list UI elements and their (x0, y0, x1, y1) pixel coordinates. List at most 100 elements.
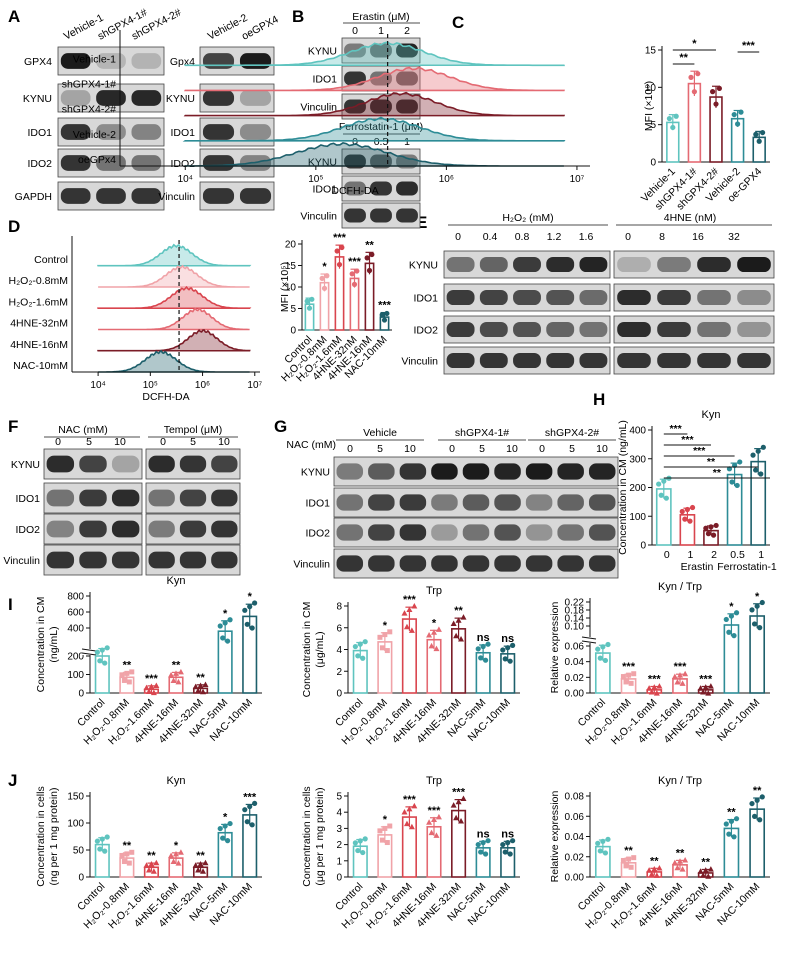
data-point (145, 688, 152, 695)
data-point (500, 841, 506, 848)
data-point (195, 687, 202, 694)
bar-chart-D: 05101520Control*H₂O₂-0.8mM***H₂O₂-1.6mM*… (279, 232, 392, 384)
data-point (355, 847, 361, 854)
significance-label: * (729, 601, 734, 613)
data-point (733, 610, 740, 616)
data-point (384, 648, 390, 654)
data-point (428, 642, 435, 649)
data-point (702, 684, 709, 690)
significance-label: *** (681, 434, 694, 446)
y-tick-label: 0 (290, 326, 296, 337)
blot-panel-g (333, 456, 619, 487)
y-axis-label: Concentration in CM (35, 597, 47, 693)
chart-title: Kyn (702, 409, 721, 421)
data-point (97, 846, 103, 852)
blot-col-label: 0 (625, 231, 631, 243)
blot-band (336, 524, 364, 541)
data-point (339, 244, 345, 251)
data-point (426, 819, 433, 825)
data-point (406, 606, 413, 613)
data-point (760, 444, 766, 450)
significance-label: ns (501, 633, 514, 645)
blot-band (46, 520, 75, 538)
chart-title: Kyn / Trp (658, 775, 702, 787)
data-point (507, 851, 513, 857)
blot-row-label: IDO1 (305, 498, 330, 510)
blot-band (368, 524, 395, 541)
blot-band (211, 551, 238, 569)
data-point (143, 862, 150, 868)
data-point (754, 603, 760, 609)
data-point (749, 800, 755, 807)
blot-panel-e-h2o2 (443, 250, 611, 279)
data-point (351, 281, 358, 287)
bar-chart-H: 0 100 200 300 400 0 1 2 0.5 1 Kyn Concentration in … (617, 409, 777, 573)
y-axis-label: (ng/mL) (48, 626, 60, 662)
blot-title: 4HNE (nM) (664, 212, 717, 224)
blot-band (588, 463, 616, 480)
data-point (646, 867, 653, 873)
data-point (148, 860, 155, 867)
y-tick-label: 0.04 (565, 657, 585, 668)
data-point (401, 808, 408, 815)
y-tick-label: 150 (67, 792, 84, 803)
y-axis-label: Concentration in CM (ng/mL) (617, 420, 629, 555)
blot-col-label: 10 (404, 443, 416, 455)
blot-row-label: Gpx4 (170, 56, 195, 68)
data-point (453, 632, 460, 639)
data-point (450, 620, 457, 626)
blot-row-label: KYNU (301, 467, 330, 479)
data-point (431, 629, 437, 635)
blot-col-label: 32 (728, 231, 740, 243)
blot-band (546, 256, 575, 273)
significance-label: ns (501, 828, 514, 840)
y-tick-label: 0.18 (565, 606, 585, 617)
blot-band (239, 90, 272, 106)
significance-label: * (223, 811, 228, 823)
blot-row-label: IDO2 (27, 158, 52, 170)
data-point (716, 85, 722, 92)
data-point (403, 623, 410, 630)
blot-col-label: 5 (86, 436, 92, 448)
data-point (387, 629, 393, 635)
data-point (682, 670, 689, 677)
blot-row-label: Vinculin (158, 191, 195, 203)
data-point (366, 267, 373, 274)
data-point (148, 683, 155, 690)
y-tick-label: 0.00 (565, 873, 585, 884)
blot-band (202, 188, 235, 204)
data-point (759, 794, 765, 800)
bar-chart-J-Trp: 012345Control*H₂O₂-0.8mM***H₂O₂-1.6mM***… (301, 775, 520, 931)
y-axis-label: MFI (×10⁵) (643, 81, 655, 131)
data-point (759, 599, 765, 606)
data-point (750, 452, 756, 458)
blot-panel-f-nac (43, 544, 143, 576)
significance-label: ** (454, 605, 463, 617)
y-tick-label: 100 (67, 670, 84, 681)
blot-band (579, 321, 608, 338)
data-point (431, 816, 437, 823)
data-point (379, 837, 385, 843)
data-point (731, 834, 737, 840)
y-tick-label: 200 (629, 483, 646, 494)
blot-band (617, 352, 651, 369)
data-point (411, 802, 418, 809)
blot-band (399, 463, 427, 480)
y-tick-label: 0.04 (565, 832, 585, 843)
panel-label-b: B (292, 7, 304, 26)
blot-row-label: KYNU (23, 93, 52, 105)
significance-label: ** (713, 467, 722, 479)
y-tick-label: 300 (629, 454, 646, 465)
data-point (648, 871, 655, 877)
histogram-stack: Vehicle-1 shGPX4-1# shGPX4-2# Vehicle-2 oeGP… (62, 30, 590, 197)
blot-band (617, 256, 651, 273)
blot-band (60, 53, 91, 69)
blot-title: H₂O₂ (mM) (502, 212, 553, 224)
data-point (687, 518, 693, 524)
data-point (674, 678, 681, 685)
data-point (225, 638, 231, 644)
significance-label: *** (378, 300, 392, 312)
blot-col-label: 0.5 (374, 136, 389, 148)
histogram-trace (183, 91, 566, 117)
blot-band (579, 256, 608, 273)
